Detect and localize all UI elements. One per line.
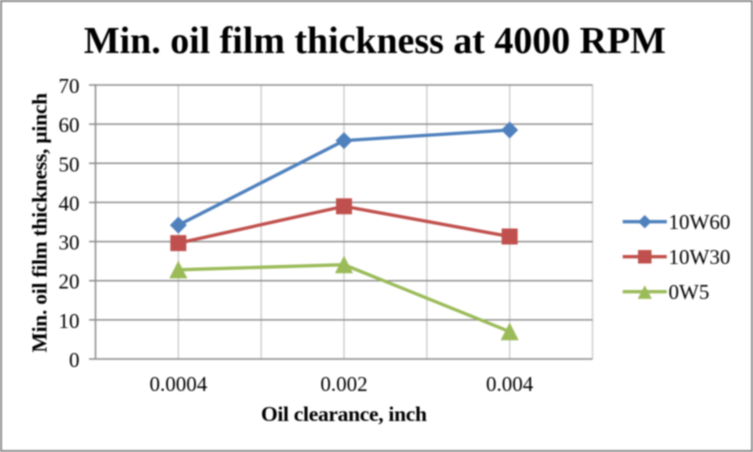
svg-text:Min. oil film thickness, µinch: Min. oil film thickness, µinch xyxy=(27,93,51,353)
svg-text:10W60: 10W60 xyxy=(669,210,731,234)
svg-text:0.004: 0.004 xyxy=(486,372,534,396)
svg-text:0: 0 xyxy=(69,348,80,372)
svg-text:10: 10 xyxy=(59,309,80,333)
svg-text:20: 20 xyxy=(59,270,80,294)
svg-text:10W30: 10W30 xyxy=(669,245,731,269)
svg-text:0W5: 0W5 xyxy=(669,280,710,304)
svg-text:50: 50 xyxy=(59,152,80,176)
svg-text:40: 40 xyxy=(59,191,80,215)
svg-text:60: 60 xyxy=(59,113,80,137)
svg-text:0.0004: 0.0004 xyxy=(149,372,207,396)
svg-text:30: 30 xyxy=(59,231,80,255)
svg-text:Min. oil film thickness at 400: Min. oil film thickness at 4000 RPM xyxy=(84,20,666,62)
svg-text:70: 70 xyxy=(59,74,80,98)
svg-text:0.002: 0.002 xyxy=(320,372,367,396)
svg-text:Oil clearance, inch: Oil clearance, inch xyxy=(261,402,427,426)
